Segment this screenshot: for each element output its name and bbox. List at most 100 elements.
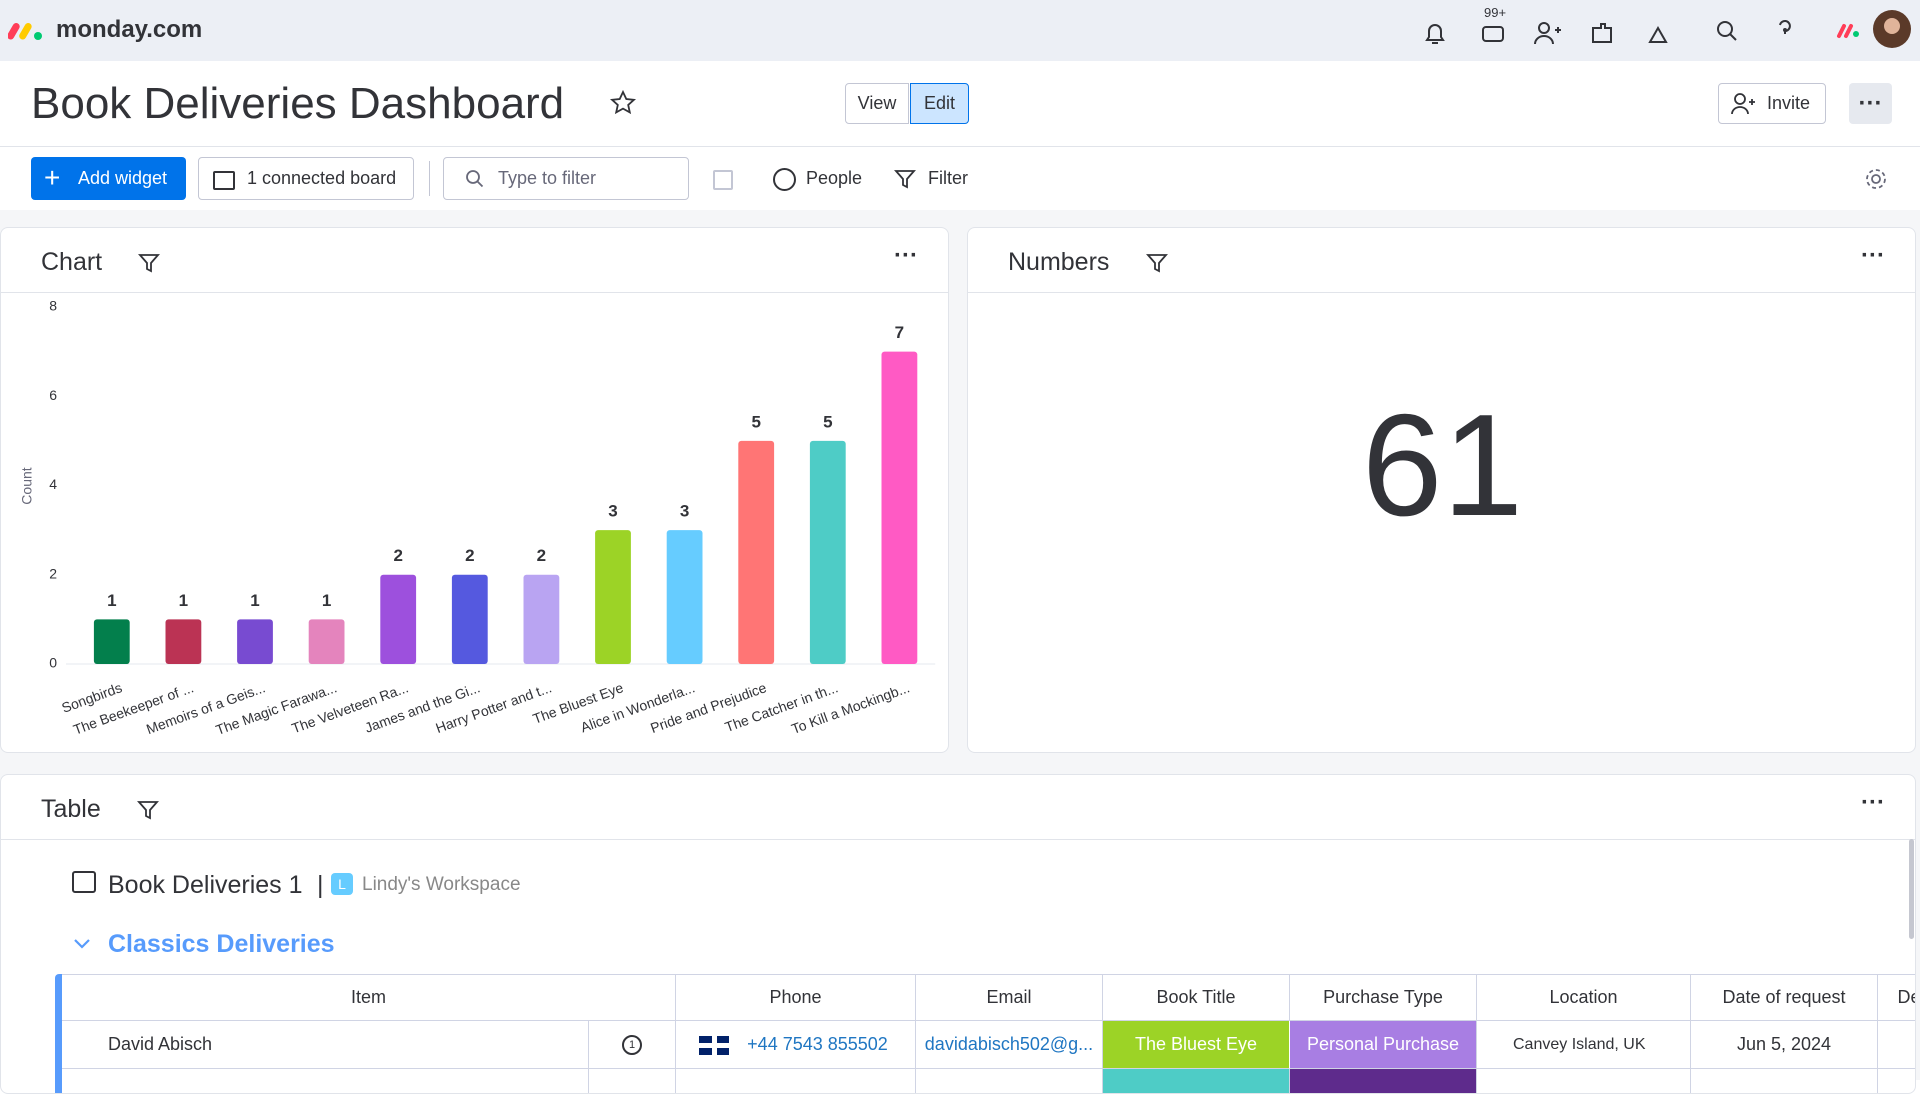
people-button[interactable]: People [806, 168, 863, 188]
value-label: 1 [107, 591, 116, 610]
updates-cell[interactable]: 1 [589, 1021, 676, 1069]
connected-board-button[interactable]: 1 connected board [198, 157, 414, 200]
logo-icon [8, 22, 42, 40]
next-row-cell[interactable] [1290, 1069, 1477, 1093]
bar [93, 619, 130, 664]
group-color-bar [55, 974, 62, 1093]
settings-icon[interactable] [1864, 167, 1888, 191]
column-header[interactable]: Date of request [1691, 974, 1878, 1021]
save-icon[interactable] [713, 170, 733, 190]
invite-button[interactable]: Invite [1718, 83, 1826, 124]
filter-icon [894, 170, 916, 189]
column-header[interactable]: Phone [676, 974, 916, 1021]
location-cell[interactable]: Canvey Island, UK [1477, 1021, 1691, 1069]
next-row-cell[interactable] [1103, 1069, 1290, 1093]
widget-menu[interactable]: ··· [894, 242, 918, 269]
column-header[interactable]: Email [916, 974, 1103, 1021]
email-cell[interactable]: davidabisch502@g... [916, 1021, 1103, 1069]
filter-input[interactable]: Type to filter [443, 157, 689, 200]
column-header[interactable]: Purchase Type [1290, 974, 1477, 1021]
x-tick-label: The Beekeeper of ... [71, 679, 196, 737]
bar [666, 530, 703, 664]
board-icon [213, 171, 235, 190]
widget-filter-icon[interactable] [138, 252, 160, 274]
workspace-name[interactable]: Lindy's Workspace [362, 874, 521, 895]
y-tick-label: 8 [49, 298, 57, 314]
bar [738, 440, 775, 664]
bar [595, 530, 631, 664]
y-axis-label: Count [19, 467, 35, 504]
next-row-cell[interactable] [589, 1069, 676, 1093]
widget-filter-icon[interactable] [137, 799, 159, 821]
invite-icon [1731, 93, 1755, 115]
edit-button[interactable]: Edit [910, 83, 969, 124]
table-widget: Table ··· Book Deliveries 1 | L Lindy's … [0, 774, 1916, 1094]
y-tick-label: 4 [49, 476, 57, 492]
value-label: 2 [465, 546, 474, 565]
next-row-cell[interactable] [1691, 1069, 1878, 1093]
top-bar: monday.com 99+ [0, 0, 1920, 61]
value-label: 3 [608, 502, 617, 521]
column-header[interactable]: Book Title [1103, 974, 1290, 1021]
next-row-cell[interactable] [916, 1069, 1103, 1093]
value-label: 1 [322, 591, 331, 610]
filter-button[interactable]: Filter [928, 168, 968, 188]
widget-menu[interactable]: ··· [1861, 789, 1885, 816]
bar [380, 574, 417, 664]
bar [237, 619, 273, 664]
value-label: 5 [823, 412, 832, 431]
widget-menu[interactable]: ··· [1861, 242, 1885, 269]
value-label: 1 [179, 591, 188, 610]
x-tick-label: Memoirs of a Geis... [144, 679, 267, 737]
bar [165, 619, 202, 664]
divider [0, 146, 1920, 147]
widget-filter-icon[interactable] [1146, 252, 1168, 274]
next-row-cell[interactable] [62, 1069, 589, 1093]
collapse-chevron[interactable] [73, 937, 91, 951]
bar [881, 351, 918, 664]
column-header[interactable]: Item [62, 974, 676, 1021]
update-count: 1 [622, 1034, 642, 1055]
column-header[interactable]: De [1878, 974, 1915, 1021]
logo[interactable]: monday.com [56, 16, 203, 43]
bar [451, 574, 488, 664]
value-label: 1 [250, 591, 259, 610]
y-tick-label: 0 [49, 655, 57, 671]
star-icon[interactable] [610, 90, 636, 116]
widget-title: Table [41, 795, 101, 823]
group-title[interactable]: Classics Deliveries [108, 930, 335, 958]
widget-title: Chart [41, 248, 103, 276]
next-row-cell[interactable] [1878, 1069, 1915, 1093]
x-tick-label: To Kill a Mockingb... [789, 679, 911, 737]
value-label: 3 [680, 502, 689, 521]
add-widget-button[interactable]: Add widget [31, 157, 186, 200]
book-title-cell[interactable]: The Bluest Eye [1103, 1021, 1290, 1069]
more-button[interactable]: ··· [1849, 83, 1892, 124]
chart-widget: Chart ··· Count 0 2 4 6 8 Songbirds 1 The Beeke… [0, 227, 949, 753]
scrollbar[interactable] [1909, 839, 1914, 939]
purchase-type-cell[interactable]: Personal Purchase [1290, 1021, 1477, 1069]
board-icon [72, 871, 96, 893]
column-header[interactable]: Location [1477, 974, 1691, 1021]
bar [809, 440, 846, 664]
board-name[interactable]: Book Deliveries 1 [108, 871, 303, 899]
bar [523, 574, 560, 664]
separator [429, 161, 430, 196]
workspace-badge: L [331, 873, 353, 895]
view-button[interactable]: View [845, 83, 909, 124]
dashboard-header: Book Deliveries Dashboard View Edit Invi… [0, 61, 1920, 210]
extra-cell[interactable] [1878, 1021, 1915, 1069]
date-cell[interactable]: Jun 5, 2024 [1691, 1021, 1878, 1069]
next-row-cell[interactable] [1477, 1069, 1691, 1093]
notification-badge: 99+ [1482, 5, 1509, 20]
y-tick-label: 2 [49, 565, 57, 581]
value-label: 2 [537, 546, 546, 565]
phone-cell[interactable]: +44 7543 855502 [676, 1021, 916, 1069]
people-icon [773, 168, 796, 191]
next-row-cell[interactable] [676, 1069, 916, 1093]
item-cell[interactable]: David Abisch [62, 1021, 589, 1069]
divider [1, 839, 1915, 840]
value-label: 7 [895, 323, 904, 342]
